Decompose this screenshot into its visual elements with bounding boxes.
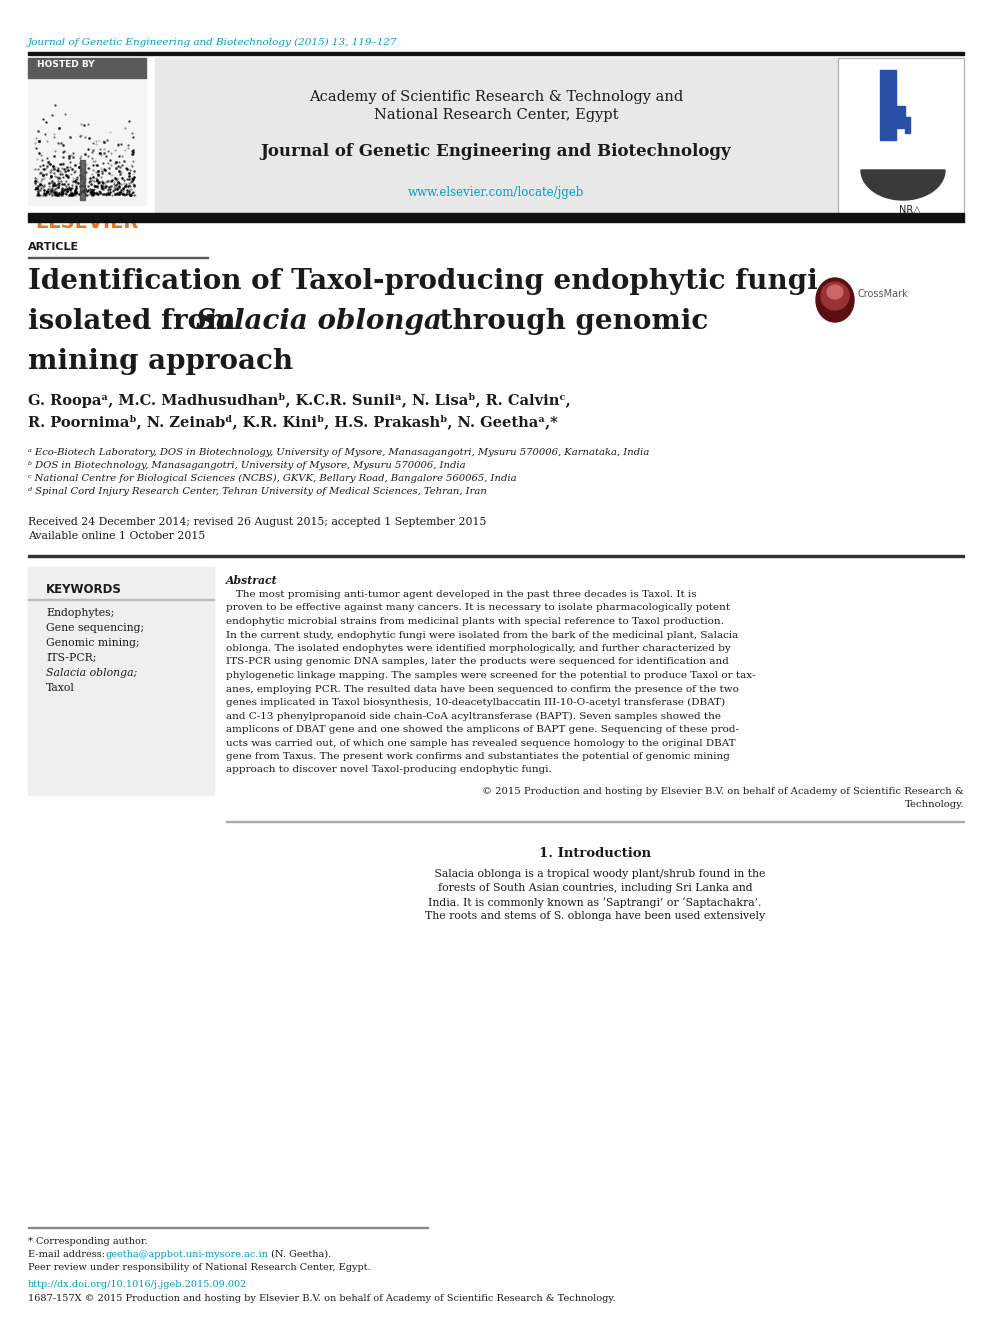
Text: Technology.: Technology. [905,800,964,808]
Text: * Corresponding author.: * Corresponding author. [28,1237,148,1246]
Text: oblonga. The isolated endophytes were identified morphologically, and further ch: oblonga. The isolated endophytes were id… [226,644,731,654]
Text: CrossMark: CrossMark [858,288,909,299]
Ellipse shape [821,282,849,310]
Text: ITS-PCR;: ITS-PCR; [46,654,96,663]
Bar [28,52,964,56]
Text: ITS-PCR using genomic DNA samples, later the products were sequenced for identif: ITS-PCR using genomic DNA samples, later… [226,658,729,667]
Text: endophytic microbial strains from medicinal plants with special reference to Tax: endophytic microbial strains from medici… [226,617,724,626]
Text: The roots and stems of S. oblonga have been used extensively: The roots and stems of S. oblonga have b… [425,912,765,921]
Bar [28,58,146,78]
Text: KEYWORDS: KEYWORDS [46,583,122,595]
Text: Salacia oblonga is a tropical woody plant/shrub found in the: Salacia oblonga is a tropical woody plan… [425,869,766,878]
Text: National Research Center, Egypt: National Research Center, Egypt [374,108,618,122]
Polygon shape [861,169,945,200]
Text: ELSEVIER: ELSEVIER [35,213,138,232]
Text: Genomic mining;: Genomic mining; [46,638,140,648]
Bar [28,568,214,795]
Text: Available online 1 October 2015: Available online 1 October 2015 [28,531,205,541]
Text: Gene sequencing;: Gene sequencing; [46,623,144,632]
Text: G. Roopaᵃ, M.C. Madhusudhanᵇ, K.C.R. Sunilᵃ, N. Lisaᵇ, R. Calvinᶜ,: G. Roopaᵃ, M.C. Madhusudhanᵇ, K.C.R. Sun… [28,393,570,407]
Text: phylogenetic linkage mapping. The samples were screened for the potential to pro: phylogenetic linkage mapping. The sample… [226,671,756,680]
Text: 1. Introduction: 1. Introduction [539,847,651,860]
Bar [880,70,896,140]
Text: Journal of Genetic Engineering and Biotechnology (2015) 13, 119–127: Journal of Genetic Engineering and Biote… [28,38,398,48]
Text: http://dx.doi.org/10.1016/j.jgeb.2015.09.002: http://dx.doi.org/10.1016/j.jgeb.2015.09… [28,1279,247,1289]
Bar [905,116,910,134]
Text: NR△: NR△ [899,205,921,216]
Bar [28,556,964,557]
Bar [80,160,85,200]
Text: The most promising anti-tumor agent developed in the past three decades is Taxol: The most promising anti-tumor agent deve… [226,590,696,599]
Text: through genomic: through genomic [430,308,708,335]
Text: Peer review under responsibility of National Research Center, Egypt.: Peer review under responsibility of Nati… [28,1263,371,1271]
Bar [838,58,964,216]
Bar [28,213,964,222]
Text: approach to discover novel Taxol-producing endophytic fungi.: approach to discover novel Taxol-produci… [226,766,552,774]
Text: ARTICLE: ARTICLE [28,242,79,251]
Text: Abstract: Abstract [226,576,278,586]
Text: ᵈ Spinal Cord Injury Research Center, Tehran University of Medical Sciences, Teh: ᵈ Spinal Cord Injury Research Center, Te… [28,487,487,496]
Text: and C-13 phenylpropanoid side chain-CoA acyltransferase (BAPT). Seven samples sh: and C-13 phenylpropanoid side chain-CoA … [226,712,721,721]
Text: E-mail address:: E-mail address: [28,1250,108,1259]
Text: ᶜ National Centre for Biological Sciences (NCBS), GKVK, Bellary Road, Bangalore : ᶜ National Centre for Biological Science… [28,474,517,483]
Text: Received 24 December 2014; revised 26 August 2015; accepted 1 September 2015: Received 24 December 2014; revised 26 Au… [28,517,486,527]
Bar [28,78,146,205]
Text: isolated from: isolated from [28,308,245,335]
Text: ᵇ DOS in Biotechnology, Manasagangotri, University of Mysore, Mysuru 570006, Ind: ᵇ DOS in Biotechnology, Manasagangotri, … [28,460,465,470]
Text: R. Poornimaᵇ, N. Zeinabᵈ, K.R. Kiniᵇ, H.S. Prakashᵇ, N. Geethaᵃ,*: R. Poornimaᵇ, N. Zeinabᵈ, K.R. Kiniᵇ, H.… [28,414,558,429]
Text: ucts was carried out, of which one sample has revealed sequence homology to the : ucts was carried out, of which one sampl… [226,738,736,747]
Text: gene from Taxus. The present work confirms and substantiates the potential of ge: gene from Taxus. The present work confir… [226,751,730,761]
Ellipse shape [827,284,843,299]
Text: forests of South Asian countries, including Sri Lanka and: forests of South Asian countries, includ… [437,882,752,893]
Text: proven to be effective against many cancers. It is necessary to isolate pharmaco: proven to be effective against many canc… [226,603,730,613]
Text: www.elsevier.com/locate/jgeb: www.elsevier.com/locate/jgeb [408,187,584,198]
Text: In the current study, endophytic fungi were isolated from the bark of the medici: In the current study, endophytic fungi w… [226,631,738,639]
Text: Salacia oblonga;: Salacia oblonga; [46,668,137,677]
Text: amplicons of DBAT gene and one showed the amplicons of BAPT gene. Sequencing of : amplicons of DBAT gene and one showed th… [226,725,739,734]
Text: mining approach: mining approach [28,348,293,374]
Text: Salacia oblonga: Salacia oblonga [196,308,441,335]
Text: © 2015 Production and hosting by Elsevier B.V. on behalf of Academy of Scientifi: © 2015 Production and hosting by Elsevie… [482,787,964,796]
Text: Journal of Genetic Engineering and Biotechnology: Journal of Genetic Engineering and Biote… [261,143,731,160]
Text: genes implicated in Taxol biosynthesis, 10-deacetylbaccatin III-10-O-acetyl tran: genes implicated in Taxol biosynthesis, … [226,699,725,706]
Text: Taxol: Taxol [46,683,74,693]
Ellipse shape [816,278,854,321]
Text: Endophytes;: Endophytes; [46,609,114,618]
Text: Academy of Scientific Research & Technology and: Academy of Scientific Research & Technol… [309,90,683,105]
Text: India. It is commonly known as ‘Saptrangi’ or ‘Saptachakra’.: India. It is commonly known as ‘Saptrang… [429,897,762,908]
Text: ᵃ Eco-Biotech Laboratory, DOS in Biotechnology, University of Mysore, Manasagang: ᵃ Eco-Biotech Laboratory, DOS in Biotech… [28,448,650,456]
Text: Identification of Taxol-producing endophytic fungi: Identification of Taxol-producing endoph… [28,269,817,295]
Text: (N. Geetha).: (N. Geetha). [268,1250,331,1259]
Text: geetha@appbot.uni-mysore.ac.in: geetha@appbot.uni-mysore.ac.in [106,1250,269,1259]
Bar [226,820,964,822]
Bar [896,106,905,128]
Bar [155,58,838,216]
Text: anes, employing PCR. The resulted data have been sequenced to confirm the presen: anes, employing PCR. The resulted data h… [226,684,739,693]
Text: 1687-157X © 2015 Production and hosting by Elsevier B.V. on behalf of Academy of: 1687-157X © 2015 Production and hosting … [28,1294,616,1303]
Text: HOSTED BY: HOSTED BY [37,60,94,69]
